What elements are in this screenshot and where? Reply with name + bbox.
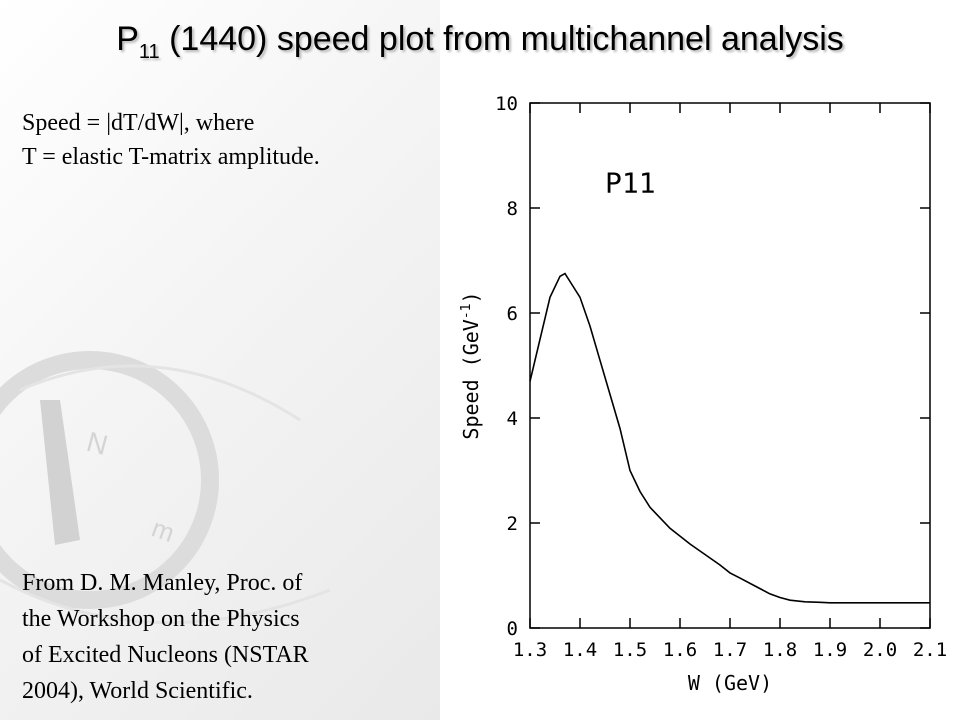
- x-axis: 1.3 1.4 1.5 1.6 1.7 1.8 1.9 2.0 2.1: [513, 103, 947, 661]
- y-tick-label: 8: [507, 198, 518, 220]
- svg-text:N: N: [83, 426, 111, 461]
- source-citation: From D. M. Manley, Proc. of the Workshop…: [22, 565, 309, 709]
- citation-line: the Workshop on the Physics: [22, 606, 300, 632]
- definition-line: T = elastic T-matrix amplitude.: [22, 144, 320, 170]
- definition-line: Speed = |dT/dW|, where: [22, 110, 255, 136]
- slide-title: P11 (1440) speed plot from multichannel …: [116, 20, 844, 63]
- plot-title: P11: [605, 166, 656, 199]
- y-tick-label: 2: [507, 513, 518, 535]
- y-axis: 0 2 4 6 8 10: [495, 93, 930, 640]
- speed-definition: Speed = |dT/dW|, where T = elastic T-mat…: [22, 106, 320, 174]
- x-tick-label: 1.9: [813, 639, 847, 661]
- x-tick-label: 1.5: [613, 639, 647, 661]
- y-tick-label: 10: [495, 93, 518, 115]
- x-tick-label: 1.7: [713, 639, 747, 661]
- x-tick-label: 1.4: [563, 639, 597, 661]
- y-tick-label: 6: [507, 303, 518, 325]
- plot-frame: [529, 102, 931, 629]
- y-tick-label: 0: [507, 618, 518, 640]
- y-axis-label: Speed (GeV-1): [459, 291, 483, 439]
- x-tick-label: 1.3: [513, 639, 547, 661]
- x-axis-label: W (GeV): [688, 671, 772, 695]
- x-tick-label: 2.1: [913, 639, 947, 661]
- x-tick-label: 1.8: [763, 639, 797, 661]
- citation-line: From D. M. Manley, Proc. of: [22, 570, 303, 596]
- x-tick-label: 2.0: [863, 639, 897, 661]
- svg-text:m: m: [148, 512, 179, 548]
- x-tick-label: 1.6: [663, 639, 697, 661]
- citation-line: of Excited Nucleons (NSTAR: [22, 642, 309, 668]
- citation-line: 2004), World Scientific.: [22, 678, 253, 704]
- compass-watermark: N m: [0, 351, 331, 625]
- y-tick-label: 4: [507, 408, 518, 430]
- speed-curve: [529, 272, 930, 604]
